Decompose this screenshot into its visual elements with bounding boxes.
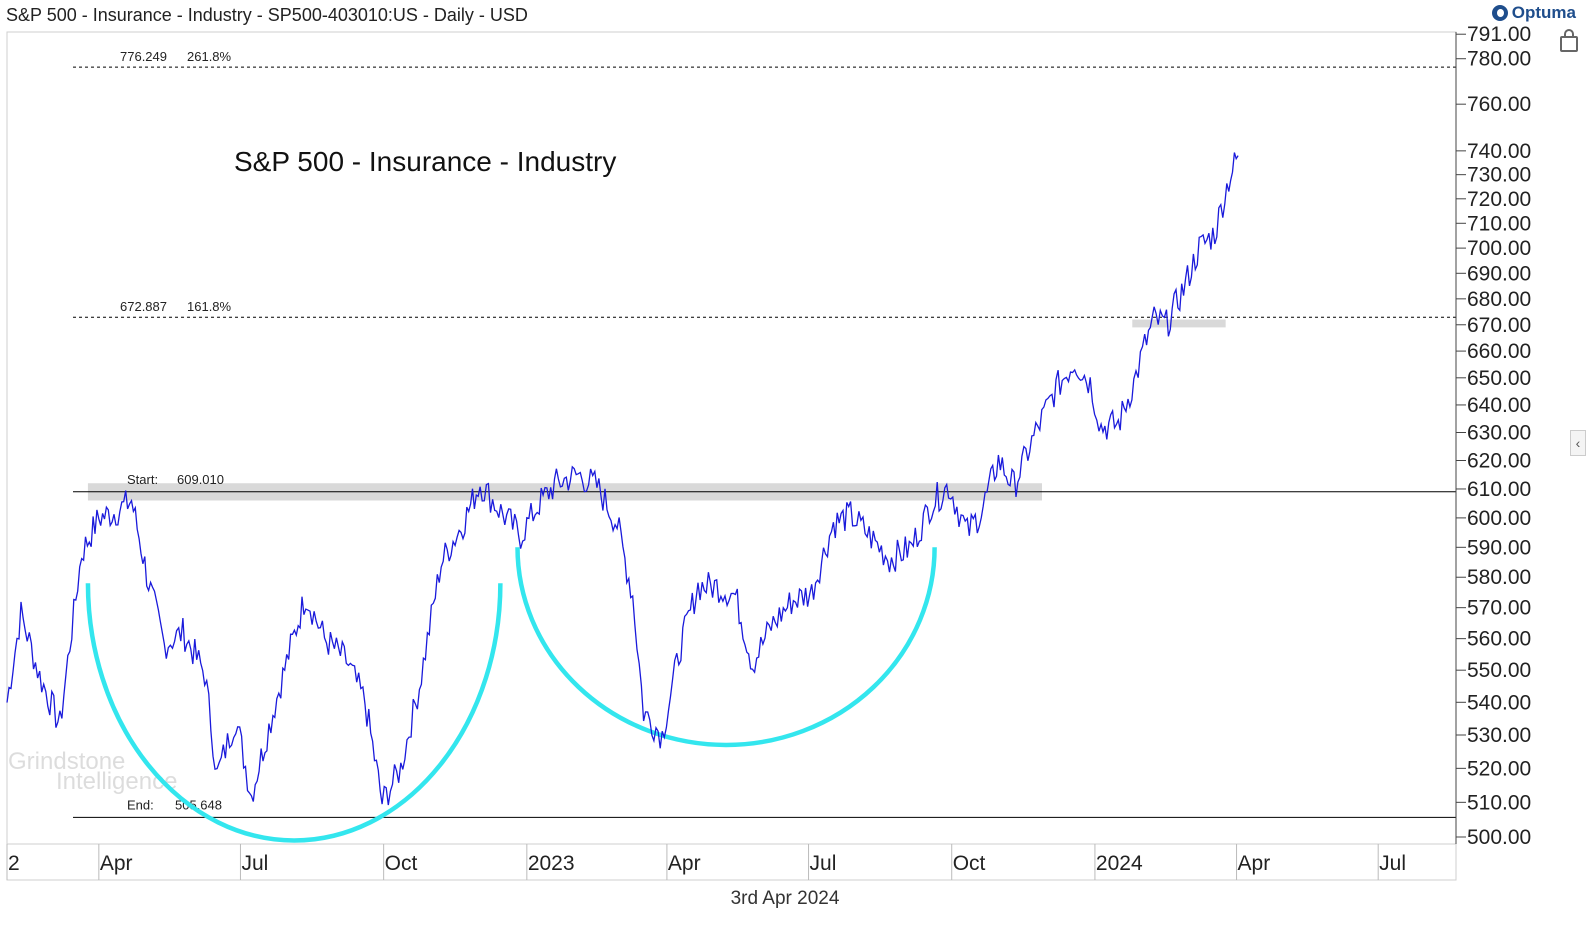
y-tick-label: 590.00	[1467, 536, 1531, 559]
y-tick-label: 610.00	[1467, 478, 1531, 501]
level-prefix-label: End:	[127, 797, 154, 812]
y-tick-label: 700.00	[1467, 237, 1531, 260]
y-tick-label: 630.00	[1467, 422, 1531, 445]
level-prefix-label: Start:	[127, 472, 158, 487]
y-tick-label: 500.00	[1467, 826, 1531, 849]
level-value-label: 776.249	[120, 49, 167, 64]
y-tick-label: 660.00	[1467, 340, 1531, 363]
x-tick-label: 2023	[528, 852, 575, 875]
y-tick-label: 540.00	[1467, 691, 1531, 714]
level-value-label: 672.887	[120, 299, 167, 314]
x-tick-label: Jul	[241, 852, 268, 875]
rounding-bottom-arc-2	[515, 547, 937, 748]
price-series-line	[6, 152, 1239, 806]
x-tick-label: Apr	[100, 852, 133, 875]
x-tick-label: 2024	[1096, 852, 1143, 875]
chart-title: S&P 500 - Insurance - Industry	[234, 146, 616, 177]
x-tick-label: Oct	[385, 852, 418, 875]
plot-frame	[6, 31, 1457, 845]
y-tick-label: 580.00	[1467, 566, 1531, 589]
lock-icon[interactable]	[1560, 29, 1578, 52]
level-pct-label: 161.8%	[187, 299, 232, 314]
x-tick-label: Jul	[810, 852, 837, 875]
y-tick-label: 570.00	[1467, 597, 1531, 620]
x-tick-label: Oct	[953, 852, 986, 875]
y-tick-label: 550.00	[1467, 659, 1531, 682]
optuma-logo-icon	[1491, 5, 1508, 21]
x-tick-label: Jul	[1379, 852, 1406, 875]
y-tick-label: 530.00	[1467, 724, 1531, 747]
footer-date: 3rd Apr 2024	[730, 888, 840, 909]
y-tick-label: 560.00	[1467, 628, 1531, 651]
y-tick-label: 720.00	[1467, 188, 1531, 211]
y-tick-label: 791.00	[1467, 23, 1531, 46]
y-tick-label: 690.00	[1467, 262, 1531, 285]
y-tick-label: 600.00	[1467, 507, 1531, 530]
rounding-bottom-arc-1	[85, 583, 503, 843]
y-tick-label: 780.00	[1467, 48, 1531, 71]
y-tick-label: 680.00	[1467, 288, 1531, 311]
chevron-left-icon[interactable]: ‹	[1570, 430, 1586, 456]
level-pct-label: 261.8%	[187, 49, 232, 64]
x-tick-label: Apr	[668, 852, 701, 875]
x-tick-label: 2	[8, 852, 20, 875]
y-tick-label: 620.00	[1467, 450, 1531, 473]
level-value-label: 609.010	[177, 472, 224, 487]
y-tick-label: 730.00	[1467, 164, 1531, 187]
y-tick-label: 760.00	[1467, 93, 1531, 116]
y-tick-label: 710.00	[1467, 212, 1531, 235]
x-tick-label: Apr	[1238, 852, 1271, 875]
y-tick-label: 520.00	[1467, 757, 1531, 780]
support-zone-2	[1132, 319, 1226, 328]
y-tick-label: 740.00	[1467, 140, 1531, 163]
optuma-logo-text: Optuma	[1511, 3, 1576, 22]
y-tick-label: 510.00	[1467, 791, 1531, 814]
y-tick-label: 670.00	[1467, 314, 1531, 337]
watermark-line1: Grindstone	[8, 748, 126, 775]
y-tick-label: 650.00	[1467, 367, 1531, 390]
y-tick-label: 640.00	[1467, 394, 1531, 417]
chart-header-title: S&P 500 - Insurance - Industry - SP500-4…	[6, 5, 528, 25]
optuma-logo: Optuma	[1491, 3, 1576, 23]
